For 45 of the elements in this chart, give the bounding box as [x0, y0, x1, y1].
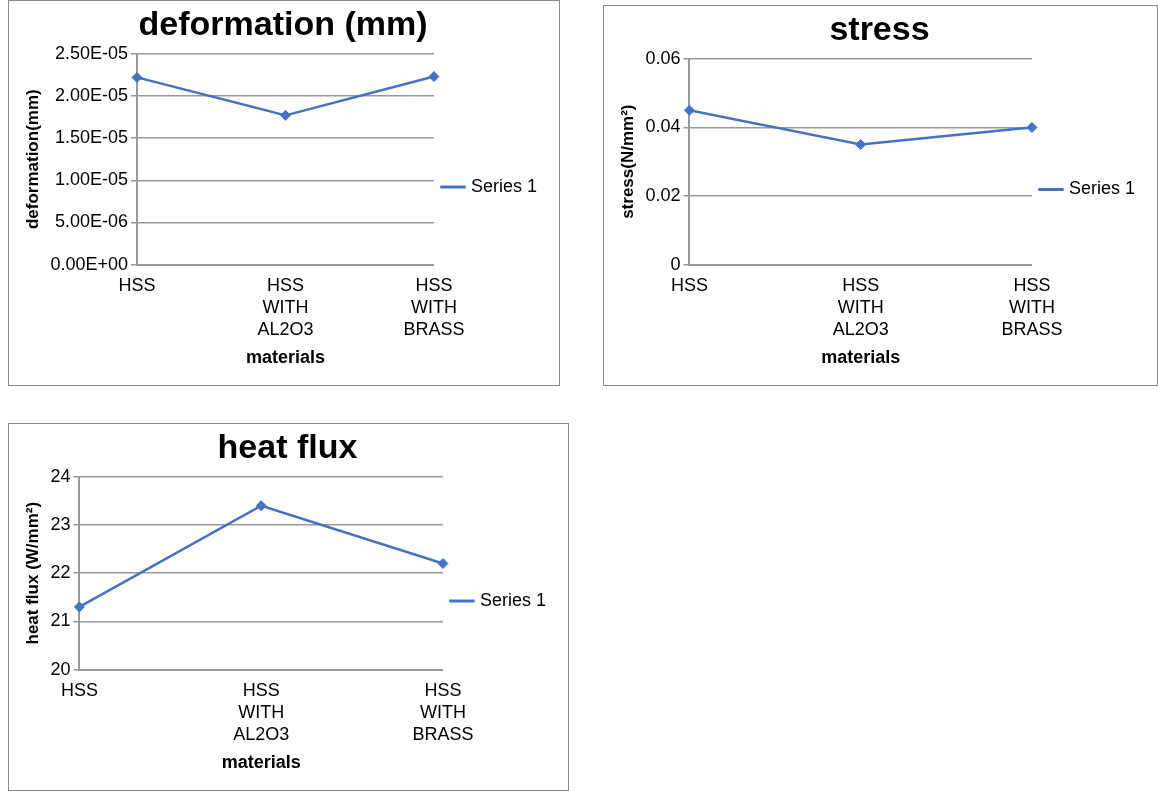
point [437, 558, 449, 570]
y-axis-title: stress(N/mm²) [617, 104, 637, 219]
legend-label: Series 1 [1068, 178, 1136, 199]
y-tick-label: 24 [50, 465, 71, 486]
y-tick-label: 0.06 [645, 47, 681, 68]
x-axis-title: materials [245, 347, 325, 368]
point [73, 601, 85, 613]
y-axis-title: deformation(mm) [22, 89, 42, 230]
y-tick-label: 2.00E-05 [54, 84, 128, 105]
point [131, 71, 143, 83]
x-tick-label: HSS [60, 680, 98, 701]
point [428, 71, 440, 83]
x-axis-title: materials [221, 752, 301, 773]
y-tick-label: 1.00E-05 [54, 169, 128, 190]
y-tick-label: 0.02 [645, 184, 681, 205]
legend-label: Series 1 [470, 175, 538, 196]
x-tick-label: HSS [118, 275, 156, 296]
x-tick-label: HSS WITH AL2O3 [257, 275, 314, 339]
chart-title: stress [829, 8, 930, 47]
point [1026, 121, 1038, 133]
y-axis-title: heat flux (W/mm²) [22, 501, 42, 645]
y-tick-label: 5.00E-06 [54, 211, 128, 232]
y-tick-label: 20 [50, 658, 71, 679]
y-tick-label: 0 [670, 253, 681, 274]
point [855, 139, 867, 151]
point [279, 109, 291, 121]
x-tick-label: HSS WITH AL2O3 [832, 275, 889, 339]
chart-title: heat flux [217, 426, 358, 465]
y-tick-label: 2.50E-05 [54, 42, 128, 63]
y-tick-label: 0.00E+00 [50, 253, 128, 274]
y-tick-label: 21 [50, 610, 71, 631]
x-tick-label: HSS WITH AL2O3 [233, 680, 290, 744]
x-axis-title: materials [821, 347, 901, 368]
y-tick-label: 23 [50, 513, 71, 534]
x-tick-label: HSS WITH BRASS [412, 680, 474, 744]
legend-label: Series 1 [479, 589, 547, 610]
x-tick-label: HSS WITH BRASS [403, 275, 465, 339]
point [683, 104, 695, 116]
y-tick-label: 1.50E-05 [54, 127, 128, 148]
point [255, 500, 267, 512]
chart-title: deformation (mm) [138, 3, 428, 42]
x-tick-label: HSS [670, 275, 708, 296]
y-tick-label: 0.04 [645, 116, 681, 137]
x-tick-label: HSS WITH BRASS [1001, 275, 1063, 339]
y-tick-label: 22 [50, 562, 71, 583]
